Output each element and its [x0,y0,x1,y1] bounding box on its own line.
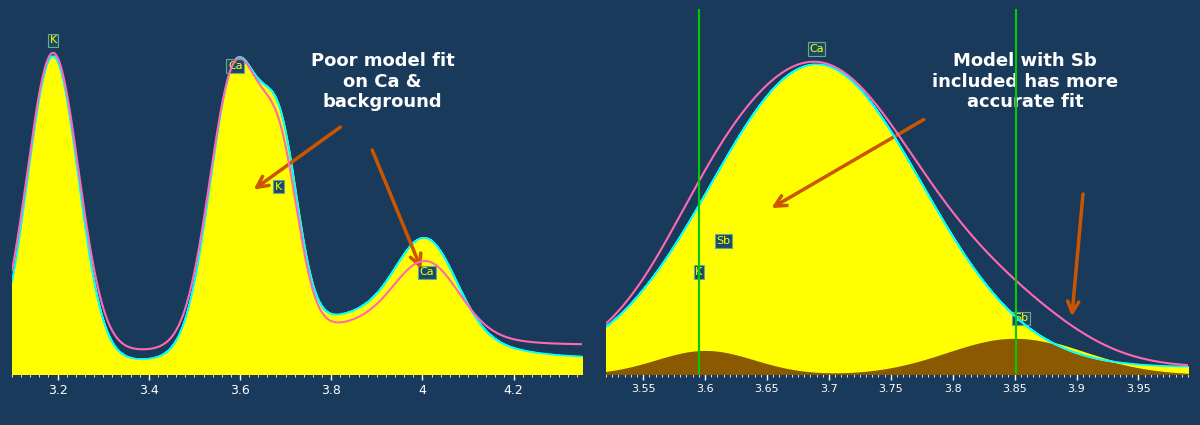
Text: Ca: Ca [420,267,434,278]
Text: Model with Sb
included has more
accurate fit: Model with Sb included has more accurate… [932,52,1118,111]
Text: Sb: Sb [716,236,731,246]
Text: K: K [49,35,56,45]
Text: K: K [275,181,282,192]
Text: Ca: Ca [228,61,242,71]
Text: Ca: Ca [809,44,824,54]
Text: Sb: Sb [1014,313,1028,323]
Text: K: K [695,267,702,277]
Text: Poor model fit
on Ca &
background: Poor model fit on Ca & background [311,52,455,111]
